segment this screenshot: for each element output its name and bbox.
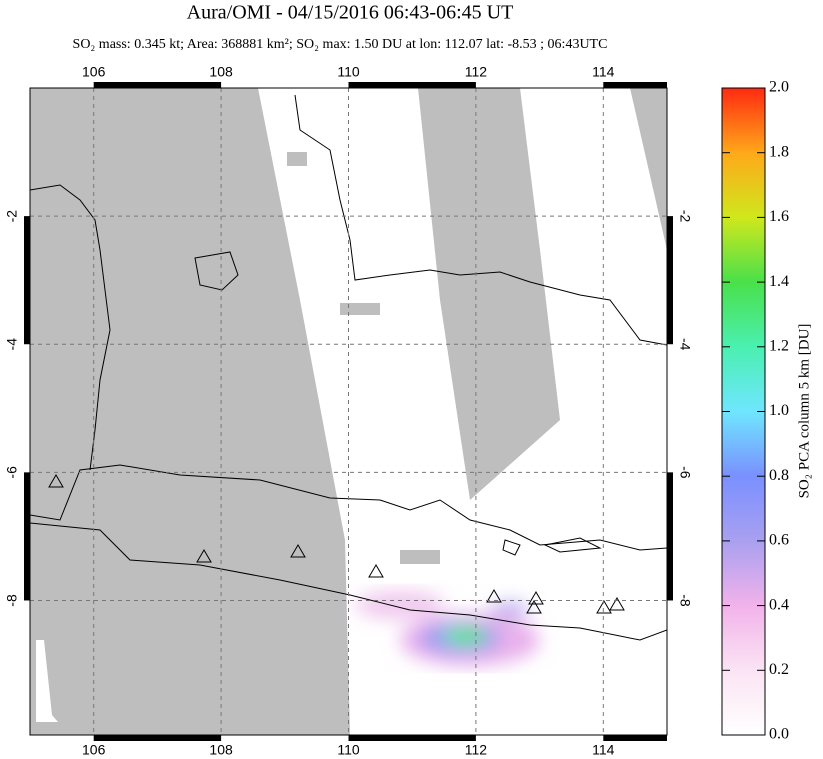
so2-plume bbox=[355, 591, 540, 666]
frame-bar bbox=[93, 735, 222, 741]
colorbar-tick-label: 1.6 bbox=[769, 208, 789, 225]
y-tick-label: -8 bbox=[677, 594, 693, 607]
frame-bar bbox=[24, 472, 30, 601]
x-tick-label: 114 bbox=[592, 64, 615, 80]
colorbar-label: SO₂ PCA column 5 km [DU] bbox=[796, 324, 812, 499]
y-tick-label: -4 bbox=[4, 338, 20, 351]
coastline bbox=[294, 94, 667, 346]
frame-bar bbox=[24, 216, 30, 345]
y-tick-label: -4 bbox=[677, 338, 693, 351]
frame-bar bbox=[93, 82, 222, 88]
colorbar-tick-label: 0.2 bbox=[769, 661, 789, 678]
colorbar-ticks: 0.0 0.2 0.4 0.6 0.8 1.0 1.2 1.4 1.6 1.8 2.0 bbox=[722, 79, 789, 743]
colorbar-tick-label: 0.8 bbox=[769, 467, 789, 484]
no-data bbox=[400, 550, 440, 564]
coastline bbox=[30, 464, 667, 551]
chart-title: Aura/OMI - 04/15/2016 06:43-06:45 UT bbox=[187, 2, 514, 24]
x-tick-label: 110 bbox=[337, 742, 360, 758]
grid bbox=[30, 88, 667, 735]
x-tick-label: 108 bbox=[209, 742, 233, 758]
frame-bar bbox=[348, 82, 476, 88]
x-tick-label: 108 bbox=[209, 64, 233, 80]
no-data bbox=[287, 152, 307, 166]
swath bbox=[36, 640, 58, 722]
chart-subtitle: SO₂ mass: 0.345 kt; Area: 368881 km²; SO… bbox=[73, 37, 608, 52]
coastline bbox=[30, 184, 111, 471]
x-tick-label: 106 bbox=[82, 742, 106, 758]
colorbar-tick-label: 0.6 bbox=[769, 532, 789, 549]
x-tick-label: 112 bbox=[465, 742, 488, 758]
x-tick-label: 112 bbox=[465, 64, 488, 80]
x-tick-label: 114 bbox=[592, 742, 615, 758]
y-tick-label: -6 bbox=[4, 466, 20, 479]
x-tick-label: 106 bbox=[82, 64, 106, 80]
colorbar-tick-label: 1.4 bbox=[769, 273, 789, 290]
volcanoes bbox=[48, 474, 625, 614]
no-data bbox=[340, 303, 380, 315]
axes: 106 106 108 108 110 110 112 112 114 114 -2 -2 -4 -4 -6… bbox=[4, 64, 694, 758]
coastline bbox=[30, 522, 667, 641]
frame-bars bbox=[24, 82, 673, 741]
frame-bar bbox=[603, 735, 667, 741]
colorbar-tick-label: 1.8 bbox=[769, 143, 789, 160]
y-tick-label: -2 bbox=[677, 210, 693, 223]
colorbar-tick-label: 2.0 bbox=[769, 79, 789, 96]
coastline bbox=[502, 537, 602, 556]
frame-bar bbox=[348, 735, 476, 741]
y-tick-label: -8 bbox=[4, 594, 20, 607]
colorbar-tick-label: 0.4 bbox=[769, 596, 789, 613]
swath bbox=[258, 88, 480, 735]
frame-bar bbox=[667, 472, 673, 601]
y-tick-label: -2 bbox=[4, 210, 20, 223]
colorbar-tick-label: 0.0 bbox=[769, 726, 789, 743]
colorbar-tick-label: 1.0 bbox=[769, 402, 789, 419]
map bbox=[30, 88, 667, 735]
x-tick-label: 110 bbox=[337, 64, 360, 80]
frame-bar bbox=[667, 216, 673, 345]
coastline bbox=[194, 251, 239, 291]
colorbar-tick-label: 1.2 bbox=[769, 337, 789, 354]
y-tick-label: -6 bbox=[677, 466, 693, 479]
frame-bar bbox=[603, 82, 667, 88]
swath bbox=[470, 88, 667, 735]
